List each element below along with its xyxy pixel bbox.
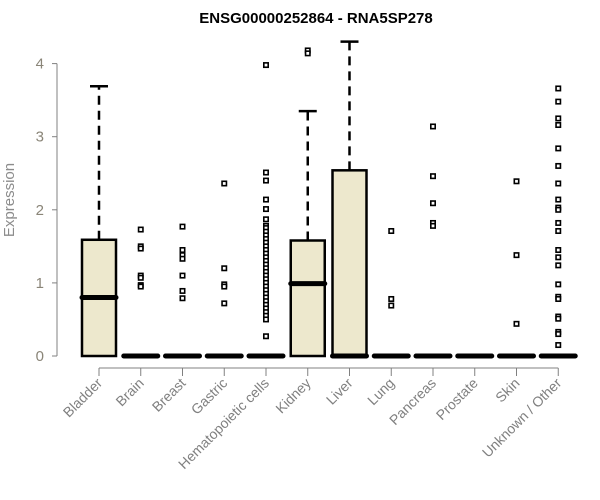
x-tick-label: Liver xyxy=(323,375,356,408)
outlier-point xyxy=(262,206,269,213)
outlier-point xyxy=(221,283,228,290)
y-axis-label: Expression xyxy=(1,163,18,237)
outlier-point xyxy=(555,254,562,261)
outlier-point xyxy=(262,196,269,203)
outlier-point xyxy=(388,302,395,309)
outlier-point xyxy=(304,50,311,57)
outlier-point xyxy=(555,247,562,254)
outlier-point xyxy=(555,85,562,92)
x-tick-label: Brain xyxy=(112,375,146,409)
box-breast xyxy=(163,223,202,359)
outlier-point xyxy=(555,315,562,322)
outlier-point xyxy=(555,206,562,213)
box-pancreas xyxy=(413,123,453,359)
outlier-point xyxy=(555,331,562,338)
outlier-point xyxy=(429,123,436,130)
box-lung xyxy=(371,227,411,359)
box-kidney xyxy=(288,47,328,358)
outlier-point xyxy=(555,180,562,187)
outlier-point xyxy=(179,247,186,254)
outlier-point xyxy=(137,274,144,281)
x-tick-label: Unknown / Other xyxy=(479,375,565,461)
outlier-point xyxy=(555,115,562,122)
outlier-point xyxy=(388,295,395,302)
outlier-point xyxy=(555,295,562,302)
outlier-point xyxy=(179,255,186,262)
outlier-point xyxy=(429,200,436,207)
box-iqr xyxy=(289,239,326,358)
outlier-point xyxy=(513,252,520,259)
outlier-point xyxy=(262,216,269,223)
outlier-point xyxy=(555,162,562,169)
outlier-point xyxy=(137,245,144,252)
outlier-point xyxy=(388,227,395,234)
box-iqr xyxy=(331,169,368,358)
box-hematopoietic-cells xyxy=(246,62,286,359)
outlier-point xyxy=(555,227,562,234)
outlier-point xyxy=(513,320,520,327)
outlier-point xyxy=(262,177,269,184)
box-skin xyxy=(497,178,536,359)
chart-title: ENSG00000252864 - RNA5SP278 xyxy=(199,10,432,27)
outlier-point xyxy=(137,226,144,233)
outlier-point xyxy=(262,169,269,176)
outlier-point xyxy=(555,219,562,226)
outlier-point xyxy=(555,98,562,105)
outlier-point xyxy=(262,333,269,340)
y-tick-label: 0 xyxy=(36,348,44,365)
outlier-point xyxy=(555,145,562,152)
outlier-point xyxy=(555,262,562,269)
x-tick-label: Lung xyxy=(364,375,397,408)
outlier-point xyxy=(555,196,562,203)
box-liver xyxy=(330,40,369,359)
y-tick-label: 1 xyxy=(36,275,44,292)
outlier-point xyxy=(429,173,436,180)
x-tick-label: Bladder xyxy=(60,375,106,421)
outlier-point xyxy=(137,283,144,290)
outlier-point xyxy=(221,180,228,187)
outlier-point xyxy=(555,281,562,288)
box-gastric xyxy=(204,180,244,359)
outlier-point xyxy=(262,316,269,323)
outlier-point xyxy=(179,287,186,294)
x-tick-label: Kidney xyxy=(272,375,314,417)
y-tick-label: 3 xyxy=(36,129,44,146)
box-brain xyxy=(121,226,161,359)
outlier-point xyxy=(513,178,520,185)
outlier-point xyxy=(429,222,436,229)
x-tick-label: Breast xyxy=(149,375,189,415)
box-unknown-other xyxy=(538,85,578,359)
outlier-point xyxy=(555,342,562,349)
outlier-point xyxy=(262,62,269,69)
outlier-point xyxy=(221,300,228,307)
y-tick-label: 2 xyxy=(36,202,44,219)
outlier-point xyxy=(179,295,186,302)
outlier-point xyxy=(179,272,186,279)
box-bladder xyxy=(79,85,119,358)
outlier-point xyxy=(221,265,228,272)
outlier-point xyxy=(179,223,186,230)
y-tick-label: 4 xyxy=(36,56,44,73)
x-tick-label: Skin xyxy=(492,375,523,406)
outlier-point xyxy=(555,122,562,129)
x-tick-label: Prostate xyxy=(433,375,481,423)
